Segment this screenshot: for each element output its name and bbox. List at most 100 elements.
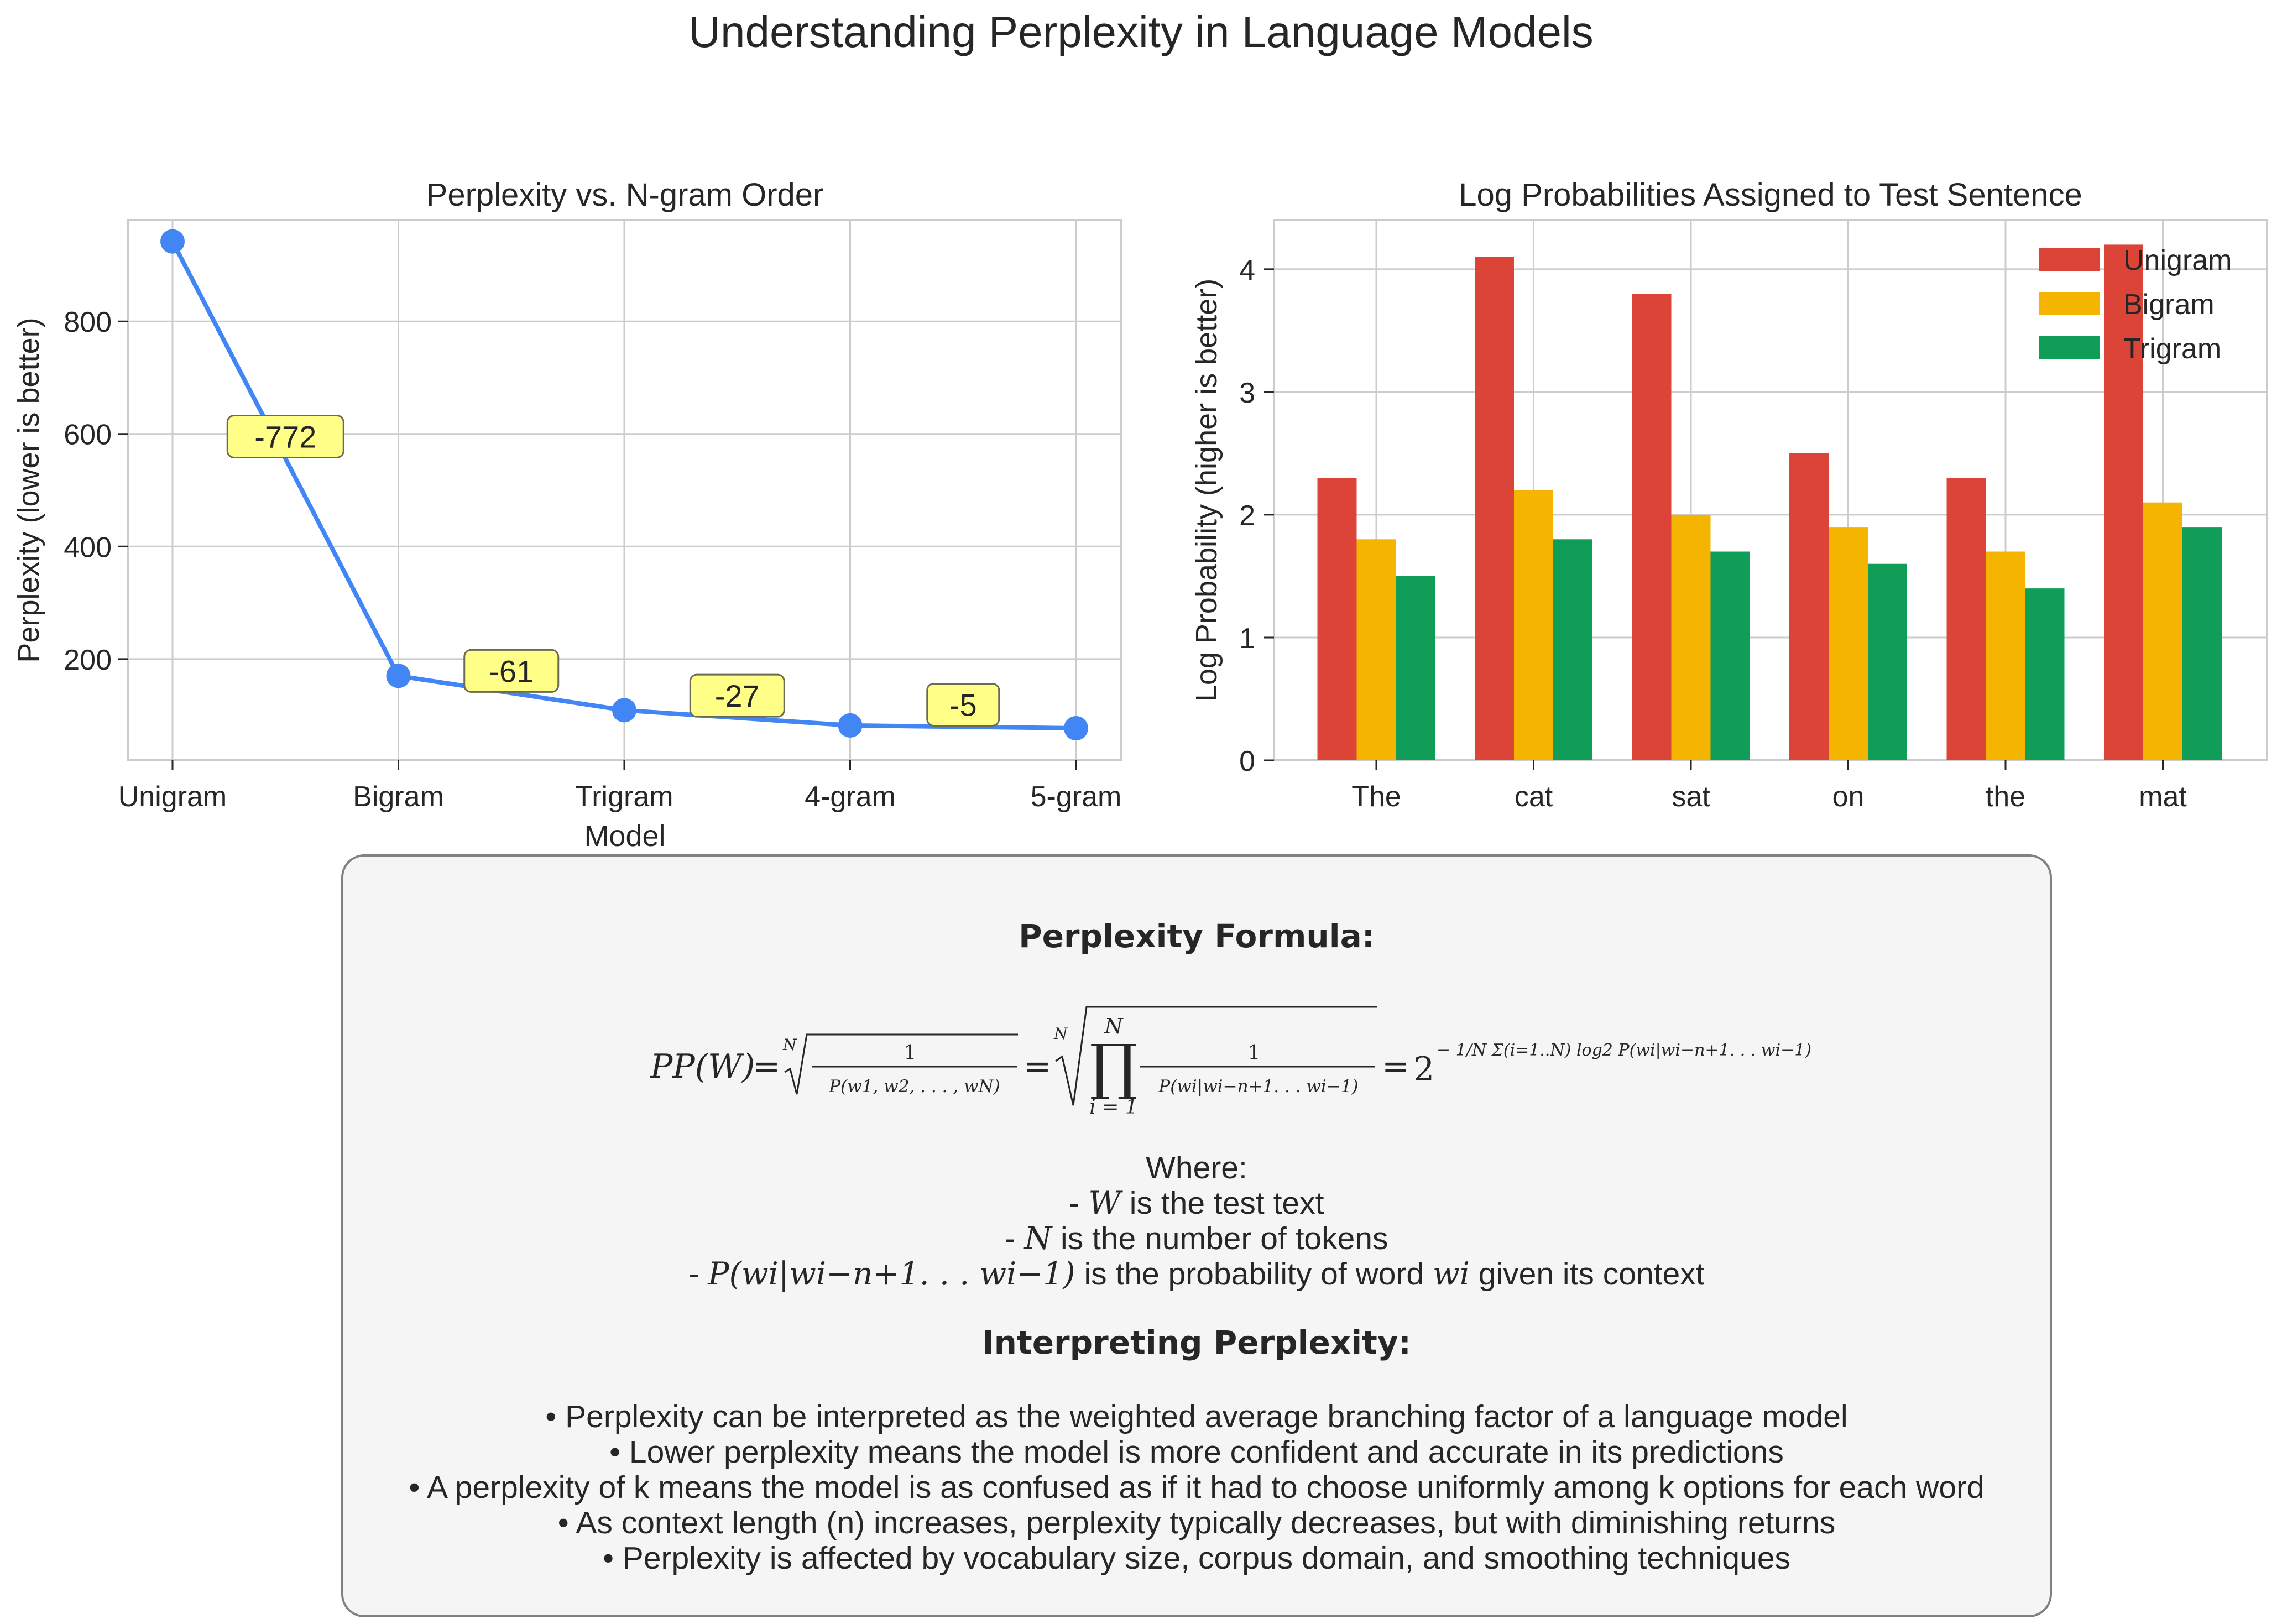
difference-label-box <box>463 649 560 693</box>
formula-equals-1: = <box>753 1047 780 1086</box>
formula-lhs: PP(W) <box>650 1047 755 1086</box>
y-tick-label: 800 <box>64 306 112 338</box>
difference-label: -5 <box>949 687 977 722</box>
bar-bigram <box>1829 527 1868 760</box>
formula-equals-2: = <box>1023 1047 1051 1086</box>
power-exponent: − 1/N Σ(i=1..N) log2 P(wi|wi−n+1. . . wi… <box>1437 1041 1811 1060</box>
difference-label-box <box>926 682 1000 727</box>
x-tick-label: 5-gram <box>1031 781 1122 813</box>
y-tick-label: 600 <box>64 419 112 451</box>
product-upper: N <box>1104 1014 1124 1038</box>
math-w: W <box>1088 1185 1121 1221</box>
legend-swatch <box>2039 336 2100 359</box>
bar-bigram <box>1356 539 1396 760</box>
bullet-item: • As context length (n) increases, perpl… <box>557 1505 1836 1541</box>
y-tick-label: 0 <box>1239 745 1255 777</box>
bar-unigram <box>1317 478 1357 760</box>
x-tick-label: Bigram <box>353 781 444 813</box>
math-n: N <box>1024 1220 1052 1257</box>
legend-label: Bigram <box>2123 289 2215 321</box>
y-tick-label: 200 <box>64 644 112 676</box>
math-p: P(wi|wi−n+1. . . wi−1) <box>708 1256 1075 1292</box>
radical-2 <box>1055 1006 1377 1106</box>
perplexity-line-chart: 200 400 600 800 Unigram Bigram Trigram 4-gram 5-… <box>12 177 1122 853</box>
data-point <box>612 698 636 723</box>
x-tick-label: cat <box>1515 781 1553 813</box>
where-item-p: - P(wi|wi−n+1. . . wi−1) is the probabil… <box>688 1256 1705 1292</box>
data-point <box>838 713 863 738</box>
x-tick-label: The <box>1351 781 1401 813</box>
bar-unigram <box>2104 244 2143 761</box>
difference-label-box <box>226 415 344 459</box>
bar-bigram <box>1671 514 1711 760</box>
formula-heading: Perplexity Formula: <box>1019 917 1375 955</box>
fraction-1-denominator: P(w1, w2, . . . , wN) <box>828 1077 1000 1096</box>
y-tick-label: 1 <box>1239 623 1255 655</box>
bar-trigram <box>1710 551 1750 760</box>
bar-trigram <box>1868 563 1907 760</box>
y-tick-label: 4 <box>1239 254 1255 286</box>
bar-bigram <box>1986 551 2025 760</box>
product-symbol: ∏ <box>1089 1031 1138 1102</box>
x-tick-label: mat <box>2139 781 2187 813</box>
x-tick-label: sat <box>1672 781 1710 813</box>
x-tick-label: on <box>1832 781 1865 813</box>
data-point <box>160 229 185 254</box>
bullet-item: • A perplexity of k means the model is a… <box>409 1470 1985 1505</box>
fraction-1-numerator: 1 <box>904 1042 917 1064</box>
bar-unigram <box>1475 257 1514 760</box>
where-label: Where: <box>1146 1150 1247 1186</box>
difference-label: -772 <box>254 420 316 455</box>
legend-label: Unigram <box>2123 244 2232 276</box>
difference-label: -27 <box>715 678 760 713</box>
bar-trigram <box>2025 588 2065 760</box>
y-axis-label: Log Probability (higher is better) <box>1190 279 1223 702</box>
root-index-2: N <box>1053 1025 1068 1043</box>
formula-equals-3: = <box>1382 1047 1409 1086</box>
difference-label-box <box>689 673 785 718</box>
data-point <box>386 664 411 688</box>
bullet-item: • Lower perplexity means the model is mo… <box>609 1434 1784 1470</box>
difference-label: -61 <box>489 654 534 688</box>
y-tick-label: 3 <box>1239 377 1255 409</box>
math-wi: wi <box>1432 1256 1470 1292</box>
plot-area <box>1273 219 2268 761</box>
bar-unigram <box>1789 453 1829 760</box>
chart-title: Log Probabilities Assigned to Test Sente… <box>1459 177 2082 213</box>
interpreting-heading: Interpreting Perplexity: <box>982 1324 1411 1361</box>
where-item-n: - N is the number of tokens <box>1005 1220 1388 1257</box>
figure-title: Understanding Perplexity in Language Mod… <box>688 7 1594 56</box>
legend-swatch <box>2039 248 2100 271</box>
y-tick-label: 400 <box>64 531 112 563</box>
bar-bigram <box>2143 502 2182 760</box>
x-tick-label: 4-gram <box>805 781 896 813</box>
x-axis-label: Model <box>584 819 665 853</box>
bar-trigram <box>1396 576 1435 760</box>
fraction-2-denominator: P(wi|wi−n+1. . . wi−1) <box>1158 1077 1358 1096</box>
power-base: 2 <box>1413 1050 1434 1089</box>
bar-unigram <box>1946 478 1986 760</box>
product-lower: i = 1 <box>1089 1096 1137 1119</box>
where-item-w: - W is the test text <box>1069 1185 1324 1221</box>
y-tick-label: 2 <box>1239 500 1255 532</box>
bullet-item: • Perplexity is affected by vocabulary s… <box>602 1541 1791 1576</box>
log-probability-bar-chart: 0 1 2 3 4 The cat sat on the mat Log Probabilities … <box>1190 177 2268 813</box>
radical-1 <box>784 1033 1018 1095</box>
bar-trigram <box>1553 539 1592 760</box>
fraction-2-numerator: 1 <box>1248 1042 1261 1064</box>
chart-title: Perplexity vs. N-gram Order <box>426 177 824 213</box>
bar-trigram <box>2182 527 2222 760</box>
x-tick-label: Trigram <box>575 781 673 813</box>
y-axis-label: Perplexity (lower is better) <box>12 317 45 662</box>
legend-label: Trigram <box>2123 333 2221 365</box>
bar-bigram <box>1514 490 1553 760</box>
bullet-item: • Perplexity can be interpreted as the w… <box>545 1399 1848 1434</box>
formula-box: Perplexity Formula: PP(W) = N 1 P(w1, w2… <box>341 854 2052 1617</box>
perplexity-formula: PP(W) = N 1 P(w1, w2, . . . , wN) = N N … <box>650 1006 1811 1119</box>
legend-swatch <box>2039 292 2100 315</box>
x-tick-label: the <box>1986 781 2025 813</box>
bar-unigram <box>1632 294 1672 760</box>
root-index-1: N <box>782 1036 797 1054</box>
data-point <box>1064 716 1088 740</box>
x-tick-label: Unigram <box>118 781 227 813</box>
